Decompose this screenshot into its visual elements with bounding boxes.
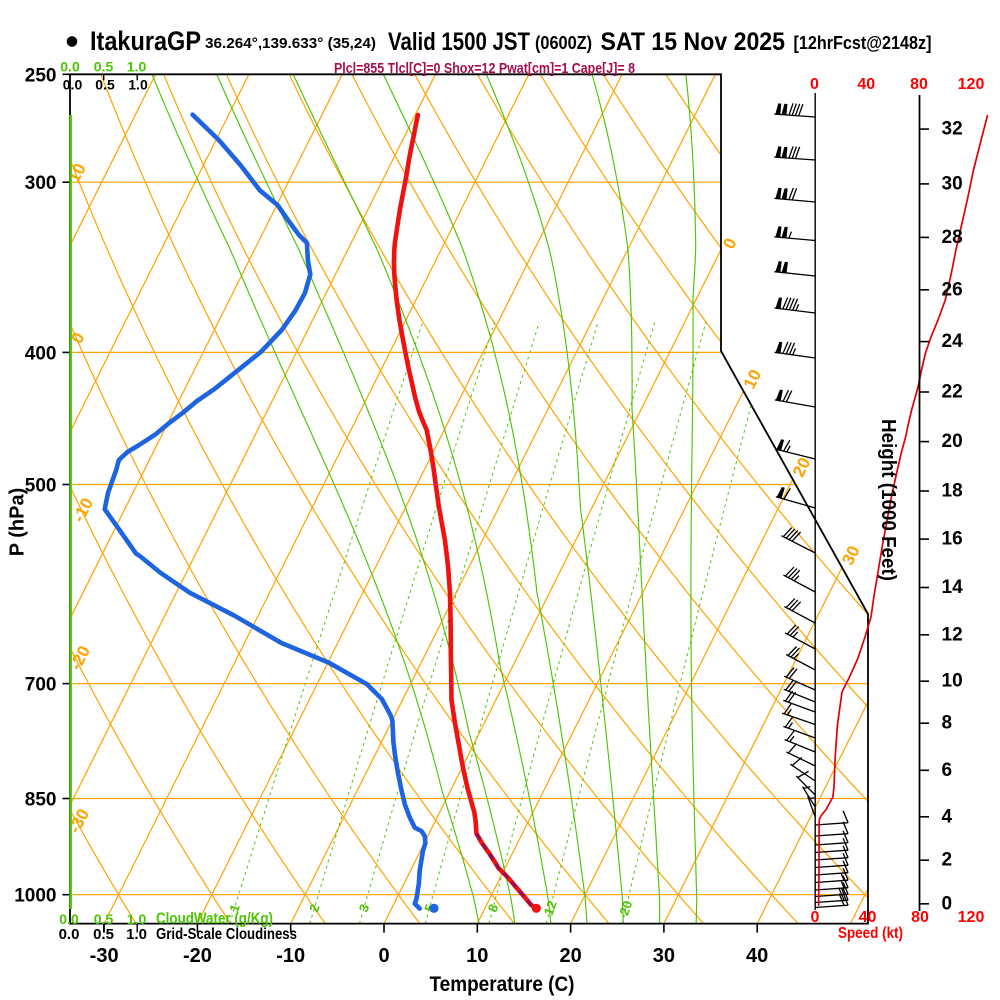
svg-text:80: 80 <box>910 76 928 93</box>
svg-text:20: 20 <box>616 899 635 918</box>
svg-text:16: 16 <box>942 529 963 550</box>
svg-text:0.0: 0.0 <box>63 77 83 93</box>
svg-text:(0600Z): (0600Z) <box>535 33 592 53</box>
svg-text:400: 400 <box>25 343 57 364</box>
svg-text:-20: -20 <box>183 945 212 967</box>
svg-text:Height (1000 Feet): Height (1000 Feet) <box>877 419 899 581</box>
svg-text:8: 8 <box>942 713 953 734</box>
svg-text:700: 700 <box>25 675 57 696</box>
svg-text:30: 30 <box>653 945 675 967</box>
svg-text:28: 28 <box>942 227 963 248</box>
svg-text:1.0: 1.0 <box>128 77 148 93</box>
svg-text:0: 0 <box>811 909 820 926</box>
svg-text:12: 12 <box>541 899 560 918</box>
svg-text:SAT 15 Nov 2025: SAT 15 Nov 2025 <box>601 28 786 56</box>
svg-text:Grid-Scale Cloudiness: Grid-Scale Cloudiness <box>156 926 297 943</box>
svg-text:40: 40 <box>746 945 768 967</box>
svg-text:-30: -30 <box>90 945 119 967</box>
svg-text:P (hPa): P (hPa) <box>7 488 29 557</box>
svg-text:24: 24 <box>942 331 964 352</box>
svg-text:1: 1 <box>226 902 243 914</box>
svg-text:300: 300 <box>25 173 57 194</box>
svg-text:0: 0 <box>378 945 389 967</box>
svg-text:0: 0 <box>810 76 819 93</box>
svg-text:[12hrFcst@2148z]: [12hrFcst@2148z] <box>794 33 932 53</box>
svg-text:20: 20 <box>559 945 581 967</box>
svg-text:Plcl=855 Tlcl[C]=0 Shox=12 Pwa: Plcl=855 Tlcl[C]=0 Shox=12 Pwat[cm]=1 Ca… <box>334 60 635 77</box>
svg-text:0.5: 0.5 <box>95 77 115 93</box>
svg-text:1.0: 1.0 <box>126 926 147 943</box>
svg-text:0.0: 0.0 <box>60 59 80 75</box>
svg-text:Valid 1500 JST: Valid 1500 JST <box>388 28 530 56</box>
svg-text:6: 6 <box>942 760 953 781</box>
svg-text:2: 2 <box>306 902 323 914</box>
svg-text:4: 4 <box>942 806 953 827</box>
svg-text:12: 12 <box>942 624 963 645</box>
svg-text:3: 3 <box>356 902 373 914</box>
svg-text:32: 32 <box>942 119 963 140</box>
svg-text:0.0: 0.0 <box>59 911 79 927</box>
svg-text:30: 30 <box>942 173 963 194</box>
svg-text:10: 10 <box>942 671 963 692</box>
svg-text:1.0: 1.0 <box>127 59 147 75</box>
svg-text:500: 500 <box>25 476 57 497</box>
svg-text:120: 120 <box>958 909 985 926</box>
svg-text:22: 22 <box>942 382 963 403</box>
svg-text:850: 850 <box>25 790 57 811</box>
svg-text:Temperature (C): Temperature (C) <box>430 973 575 996</box>
svg-text:14: 14 <box>942 577 964 598</box>
svg-text:26: 26 <box>942 279 963 300</box>
svg-text:20: 20 <box>942 431 963 452</box>
svg-text:-10: -10 <box>276 945 305 967</box>
svg-text:1000: 1000 <box>14 886 56 907</box>
svg-text:18: 18 <box>942 481 963 502</box>
svg-text:10: 10 <box>466 945 488 967</box>
svg-text:0: 0 <box>942 893 953 914</box>
svg-text:80: 80 <box>911 909 929 926</box>
svg-text:250: 250 <box>25 65 57 86</box>
svg-text:0.5: 0.5 <box>93 926 114 943</box>
svg-text:CloudWater (g/Kg): CloudWater (g/Kg) <box>156 911 273 928</box>
svg-text:0.5: 0.5 <box>94 911 114 927</box>
svg-text:Speed (kt): Speed (kt) <box>838 925 903 942</box>
svg-text:0.0: 0.0 <box>59 926 80 943</box>
svg-text:1.0: 1.0 <box>127 911 147 927</box>
svg-text:0.5: 0.5 <box>94 59 114 75</box>
svg-text:40: 40 <box>857 76 875 93</box>
svg-text:8: 8 <box>485 902 502 914</box>
svg-text:2: 2 <box>942 850 953 871</box>
svg-text:120: 120 <box>958 76 985 93</box>
svg-text:40: 40 <box>859 909 877 926</box>
svg-text:36.264°,139.633° (35,24): 36.264°,139.633° (35,24) <box>205 35 376 52</box>
svg-text:ItakuraGP: ItakuraGP <box>90 26 201 56</box>
